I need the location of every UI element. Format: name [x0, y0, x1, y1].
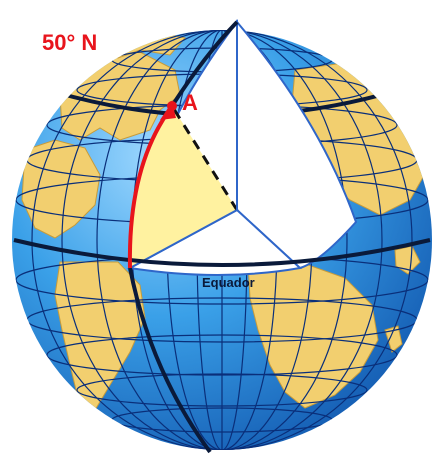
- meridian-bold: [128, 267, 212, 454]
- radius-to-a-dashed: [170, 105, 239, 211]
- equator-line: [13, 238, 431, 267]
- meridian-bold-upper: [170, 20, 239, 108]
- landmass-america-north: [21, 139, 101, 239]
- radius-to-equator: [129, 209, 238, 269]
- cutaway-face-right: [236, 19, 358, 270]
- landmass-island: [384, 325, 403, 353]
- latitude-arc: [127, 110, 170, 269]
- point-a-label: A: [182, 90, 198, 115]
- landmass-america-south: [54, 261, 146, 411]
- point-a-marker: [167, 101, 177, 111]
- equator-label: Equador: [202, 275, 255, 290]
- latitude-angle-sector: [129, 106, 237, 268]
- cutaway-face-bottom: [126, 208, 303, 276]
- latitude-label: 50° N: [42, 30, 97, 55]
